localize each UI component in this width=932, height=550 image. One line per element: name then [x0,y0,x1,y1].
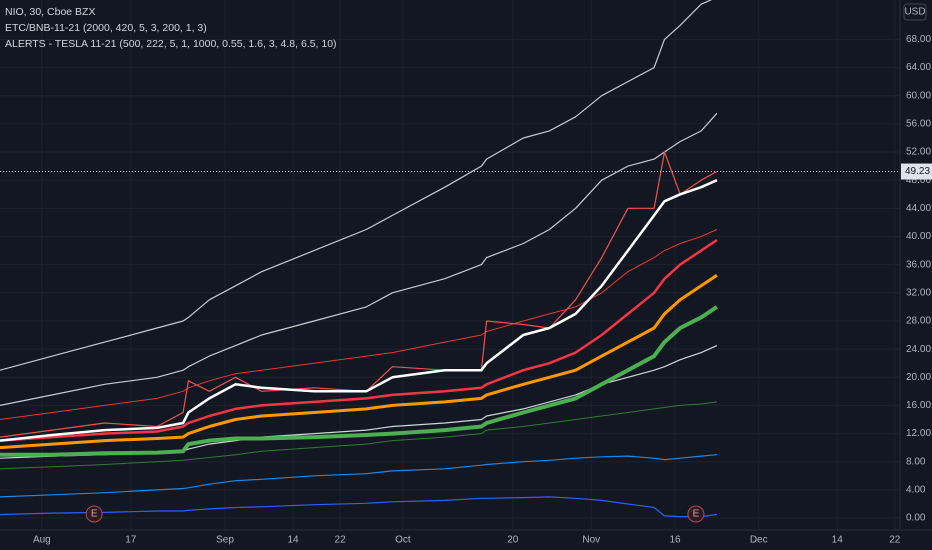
y-tick-label: 4.00 [906,485,926,496]
y-tick-label: 36.00 [906,259,931,270]
y-tick-label: 28.00 [906,316,931,327]
currency[interactable]: USD [904,7,925,18]
last-price-label: 49.23 [905,166,930,177]
y-tick-label: 0.00 [906,513,926,524]
event-marker [687,505,705,523]
y-tick-label: 8.00 [906,456,926,467]
last-price-box [901,163,932,180]
x-tick-label: Sep [216,535,234,546]
y-tick-label: 16.00 [906,400,931,411]
legend-indicator: ETC/BNB-11-21 (2000, 420, 5, 3, 200, 1, … [5,22,207,34]
x-tick-label: 22 [335,535,347,546]
indicator-line [0,454,717,498]
y-tick-label: 56.00 [906,119,931,130]
legend-symbol: NIO, 30, Cboe BZX [5,6,95,18]
x-tick-label: 20 [507,535,519,546]
x-tick-label: 22 [889,535,901,546]
indicator-line [0,229,718,420]
indicator-line [0,0,713,371]
y-tick-label: 68.00 [906,34,931,45]
currency-box[interactable] [903,3,927,21]
x-tick-label: Oct [395,535,411,546]
y-tick-label: 20.00 [906,372,931,383]
indicator-line [0,112,718,406]
indicator-line [0,496,717,518]
y-tick-label: 40.00 [906,231,931,242]
x-tick-label: Aug [33,535,51,546]
y-tick-label: 12.00 [906,428,931,439]
y-tick-label: 24.00 [906,344,931,355]
event-label: E [91,509,98,520]
y-tick-label: 48.00 [906,175,931,186]
x-tick-label: 16 [669,535,681,546]
y-tick-label: 60.00 [906,90,931,101]
indicator-line [0,238,718,442]
x-tick-label: Nov [582,535,600,546]
x-tick-label: Dec [750,535,768,546]
legend-indicator: ALERTS - TESLA 11-21 (500, 222, 5, 1, 10… [5,38,337,50]
event-label: E [693,509,700,520]
y-tick-label: 32.00 [906,287,931,298]
event-marker [85,505,103,523]
indicator-line [0,179,718,442]
indicator-line [0,273,718,450]
y-tick-label: 44.00 [906,203,931,214]
x-tick-label: 14 [287,535,299,546]
indicator-line [0,401,717,470]
x-tick-label: 17 [125,535,137,546]
y-tick-label: 52.00 [906,147,931,158]
x-tick-label: 14 [832,535,844,546]
indicator-line [0,305,719,457]
y-tick-label: 64.00 [906,62,931,73]
